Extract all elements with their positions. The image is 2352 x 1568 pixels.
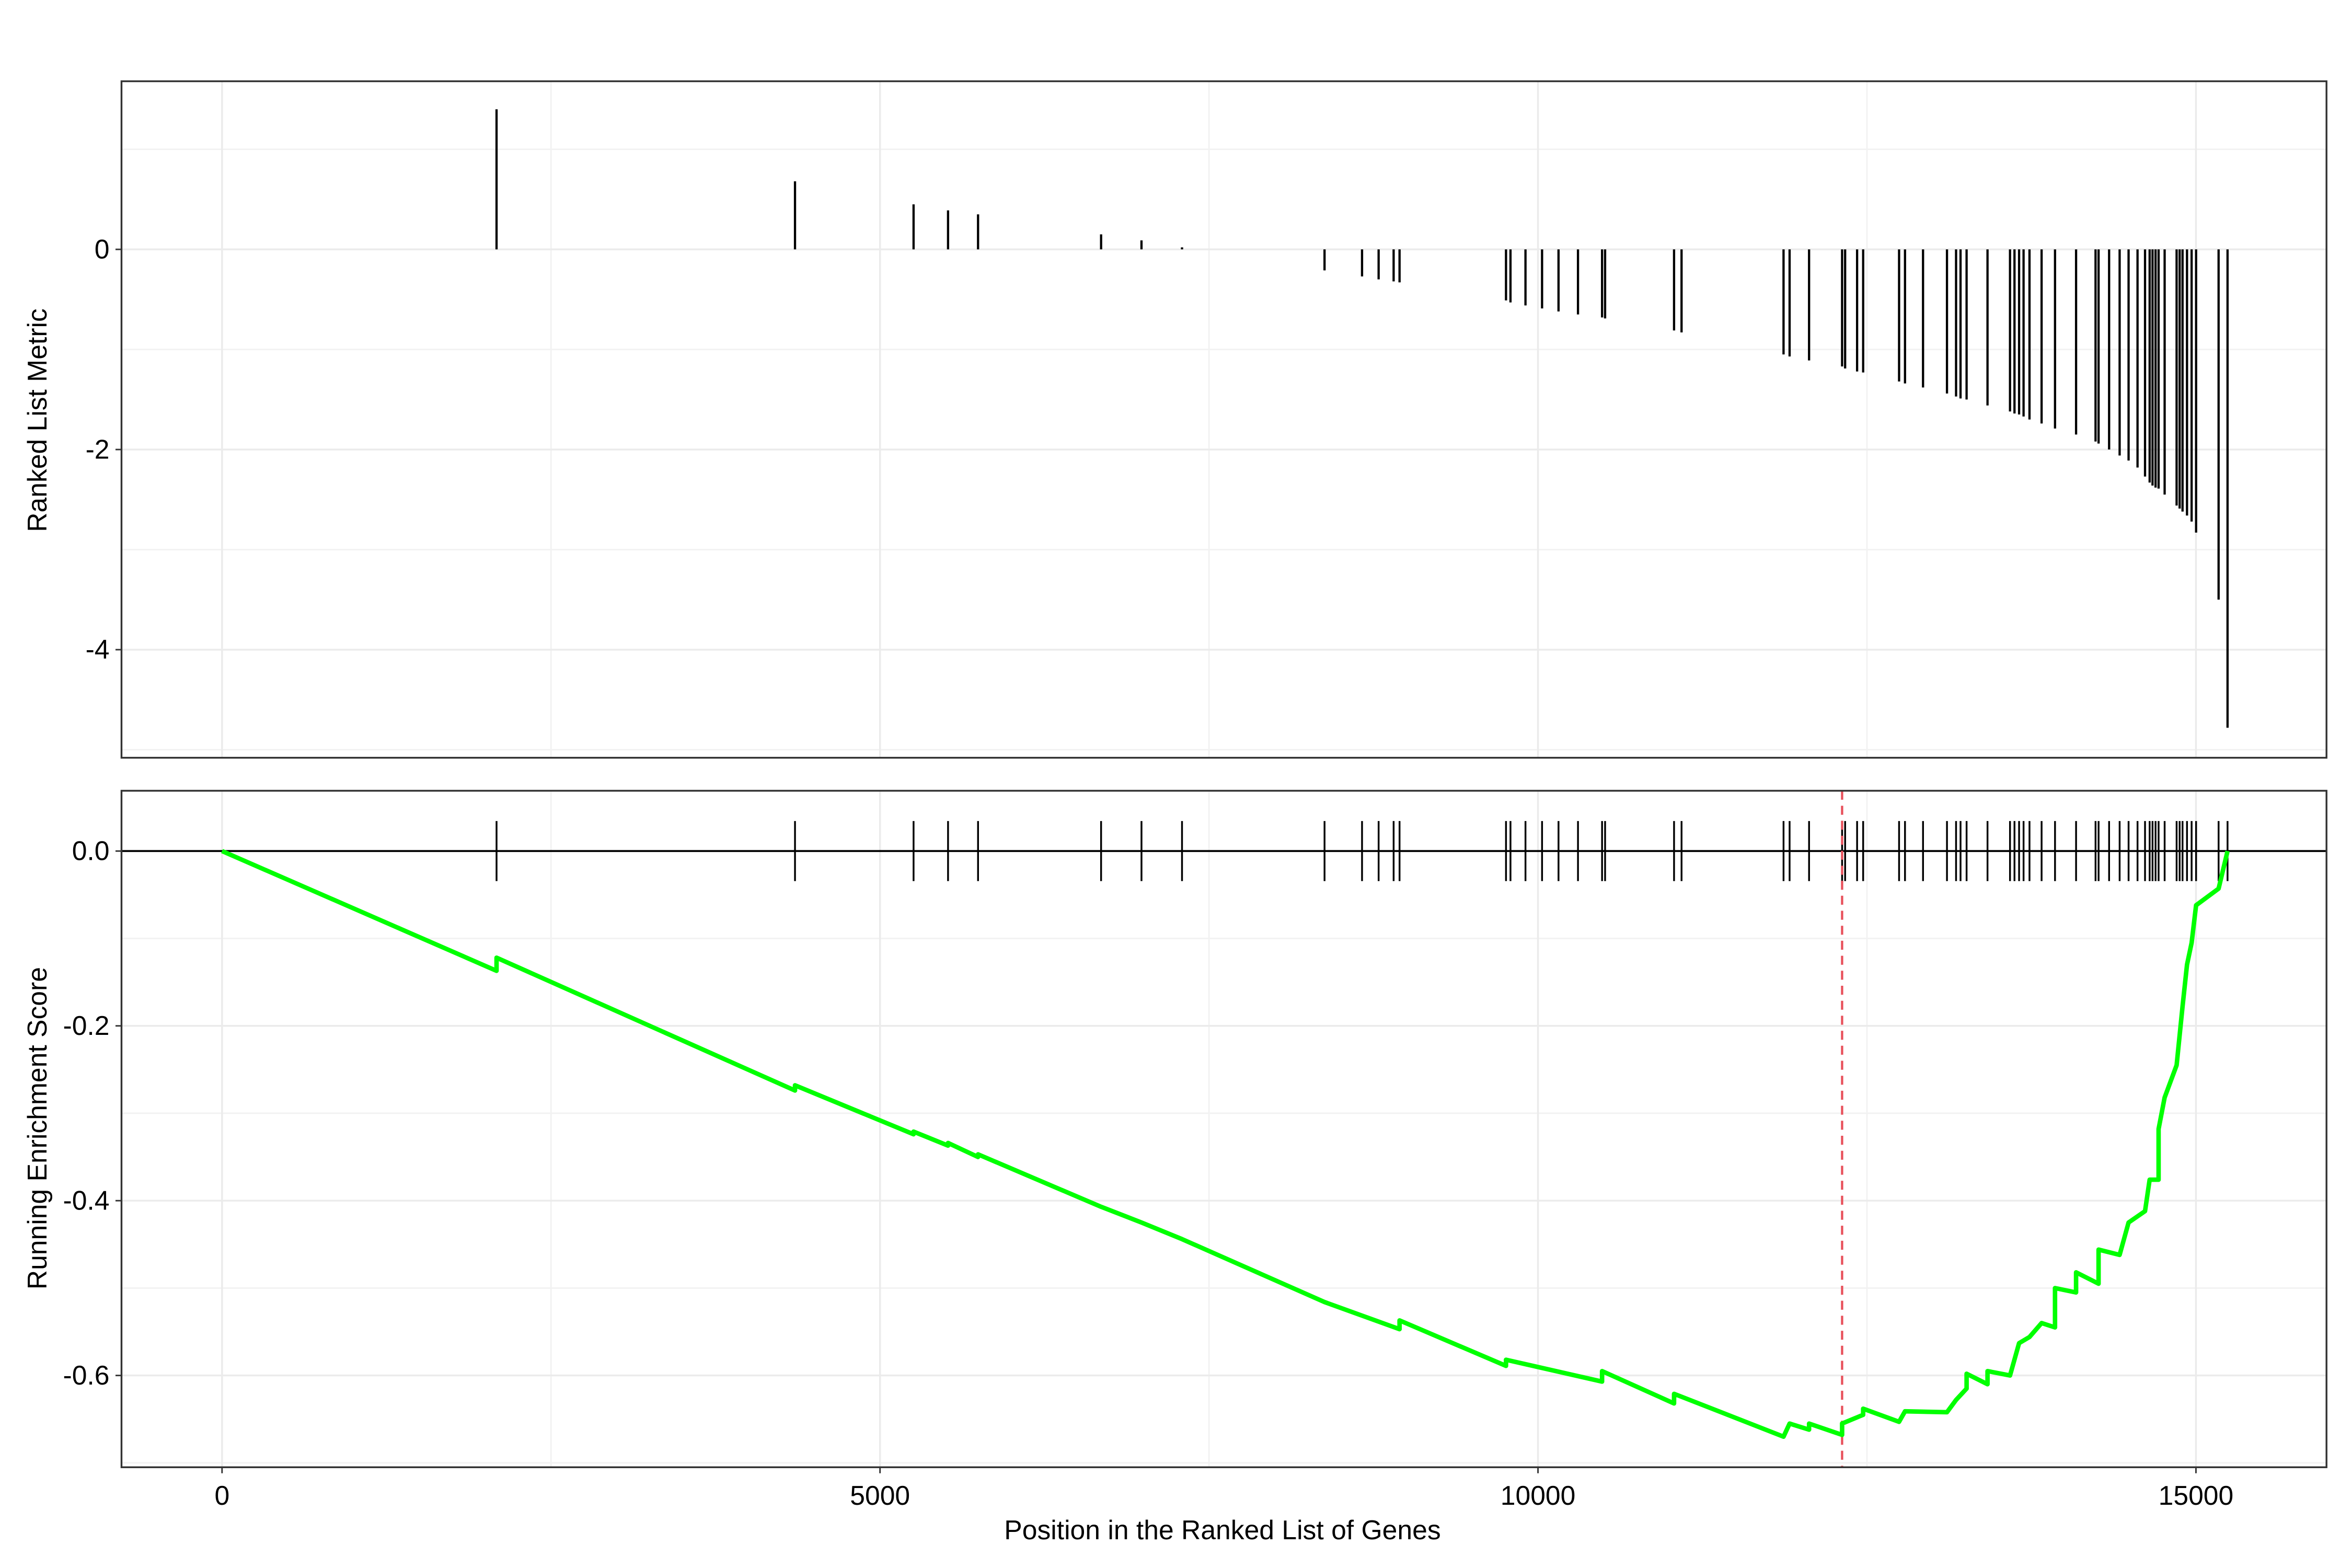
y-axis-label: Running Enrichment Score — [22, 967, 52, 1289]
panel-border — [120, 80, 2327, 759]
x-tick-label: 0 — [214, 1480, 229, 1511]
y-axis-label: Ranked List Metric — [22, 308, 52, 532]
x-tick-label: 15000 — [2159, 1480, 2234, 1511]
y-tick-label: 0.0 — [72, 836, 110, 866]
y-tick-label: -0.6 — [63, 1360, 110, 1390]
panel-border — [120, 790, 2327, 1468]
y-tick-label: -2 — [86, 434, 110, 464]
y-tick-label: -0.2 — [63, 1010, 110, 1041]
es-line — [221, 849, 2230, 1439]
y-tick-label: -0.4 — [63, 1185, 110, 1215]
x-axis-label: Position in the Ranked List of Genes — [1004, 1515, 1440, 1545]
y-tick-label: 0 — [95, 234, 110, 264]
x-tick-label: 10000 — [1501, 1480, 1576, 1511]
y-tick-label: -4 — [86, 634, 110, 664]
x-tick-label: 5000 — [850, 1480, 910, 1511]
